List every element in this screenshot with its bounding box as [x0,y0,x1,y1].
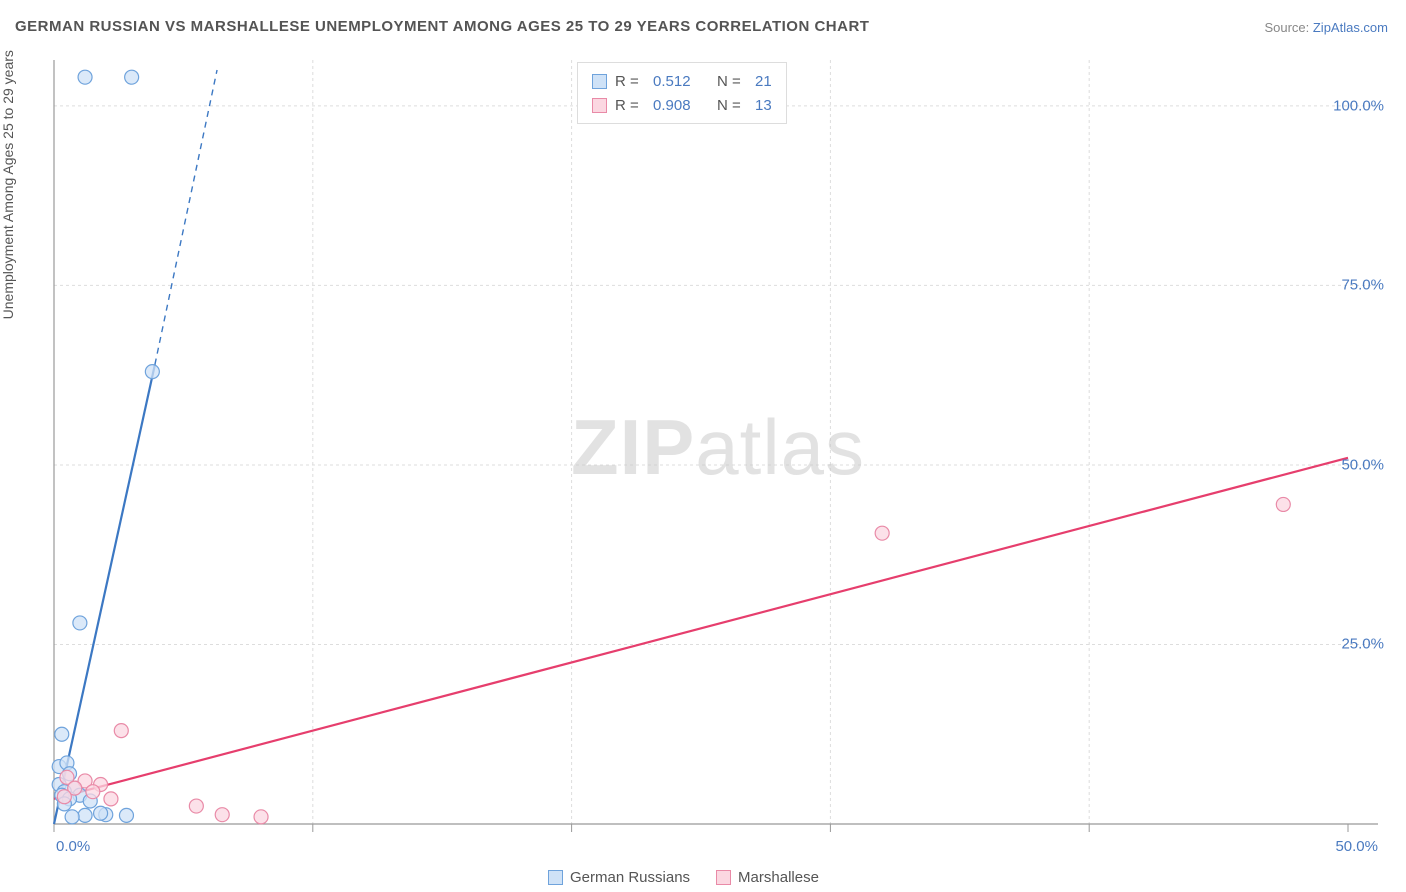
chart-area: ZIPatlas R =0.512N =21R =0.908N =13 Germ… [48,52,1388,852]
legend-swatch [548,870,563,885]
legend-r-label: R = [615,97,645,114]
x-tick-label: 0.0% [56,838,90,855]
y-tick-label: 100.0% [1333,97,1384,114]
y-tick-label: 75.0% [1341,277,1384,294]
scatter-chart [48,52,1388,852]
series-name: German Russians [570,869,690,886]
chart-title: GERMAN RUSSIAN VS MARSHALLESE UNEMPLOYME… [15,18,869,35]
legend-swatch [716,870,731,885]
source-prefix: Source: [1264,20,1312,35]
legend-n-label: N = [717,73,747,90]
y-axis-label: Unemployment Among Ages 25 to 29 years [0,50,16,319]
legend-r-value: 0.512 [653,73,709,90]
y-tick-label: 50.0% [1341,456,1384,473]
series-legend-item: Marshallese [716,869,819,886]
legend-r-value: 0.908 [653,97,709,114]
series-legend-item: German Russians [548,869,690,886]
source-attribution: Source: ZipAtlas.com [1264,20,1388,35]
x-tick-label: 50.0% [1335,838,1378,855]
legend-row: R = 0.512 N = 21 [592,69,772,93]
correlation-legend: R = 0.512 N = 21 R = 0.908 N = 13 [577,62,787,124]
y-tick-label: 25.0% [1341,636,1384,653]
legend-n-value: 21 [755,73,772,90]
series-legend: German Russians Marshallese [548,869,819,886]
legend-n-value: 13 [755,97,772,114]
legend-n-label: N = [717,97,747,114]
legend-r-label: R = [615,73,645,90]
legend-row: R = 0.908 N = 13 [592,93,772,117]
source-link[interactable]: ZipAtlas.com [1313,20,1388,35]
legend-swatch [592,98,607,113]
legend-swatch [592,74,607,89]
series-name: Marshallese [738,869,819,886]
